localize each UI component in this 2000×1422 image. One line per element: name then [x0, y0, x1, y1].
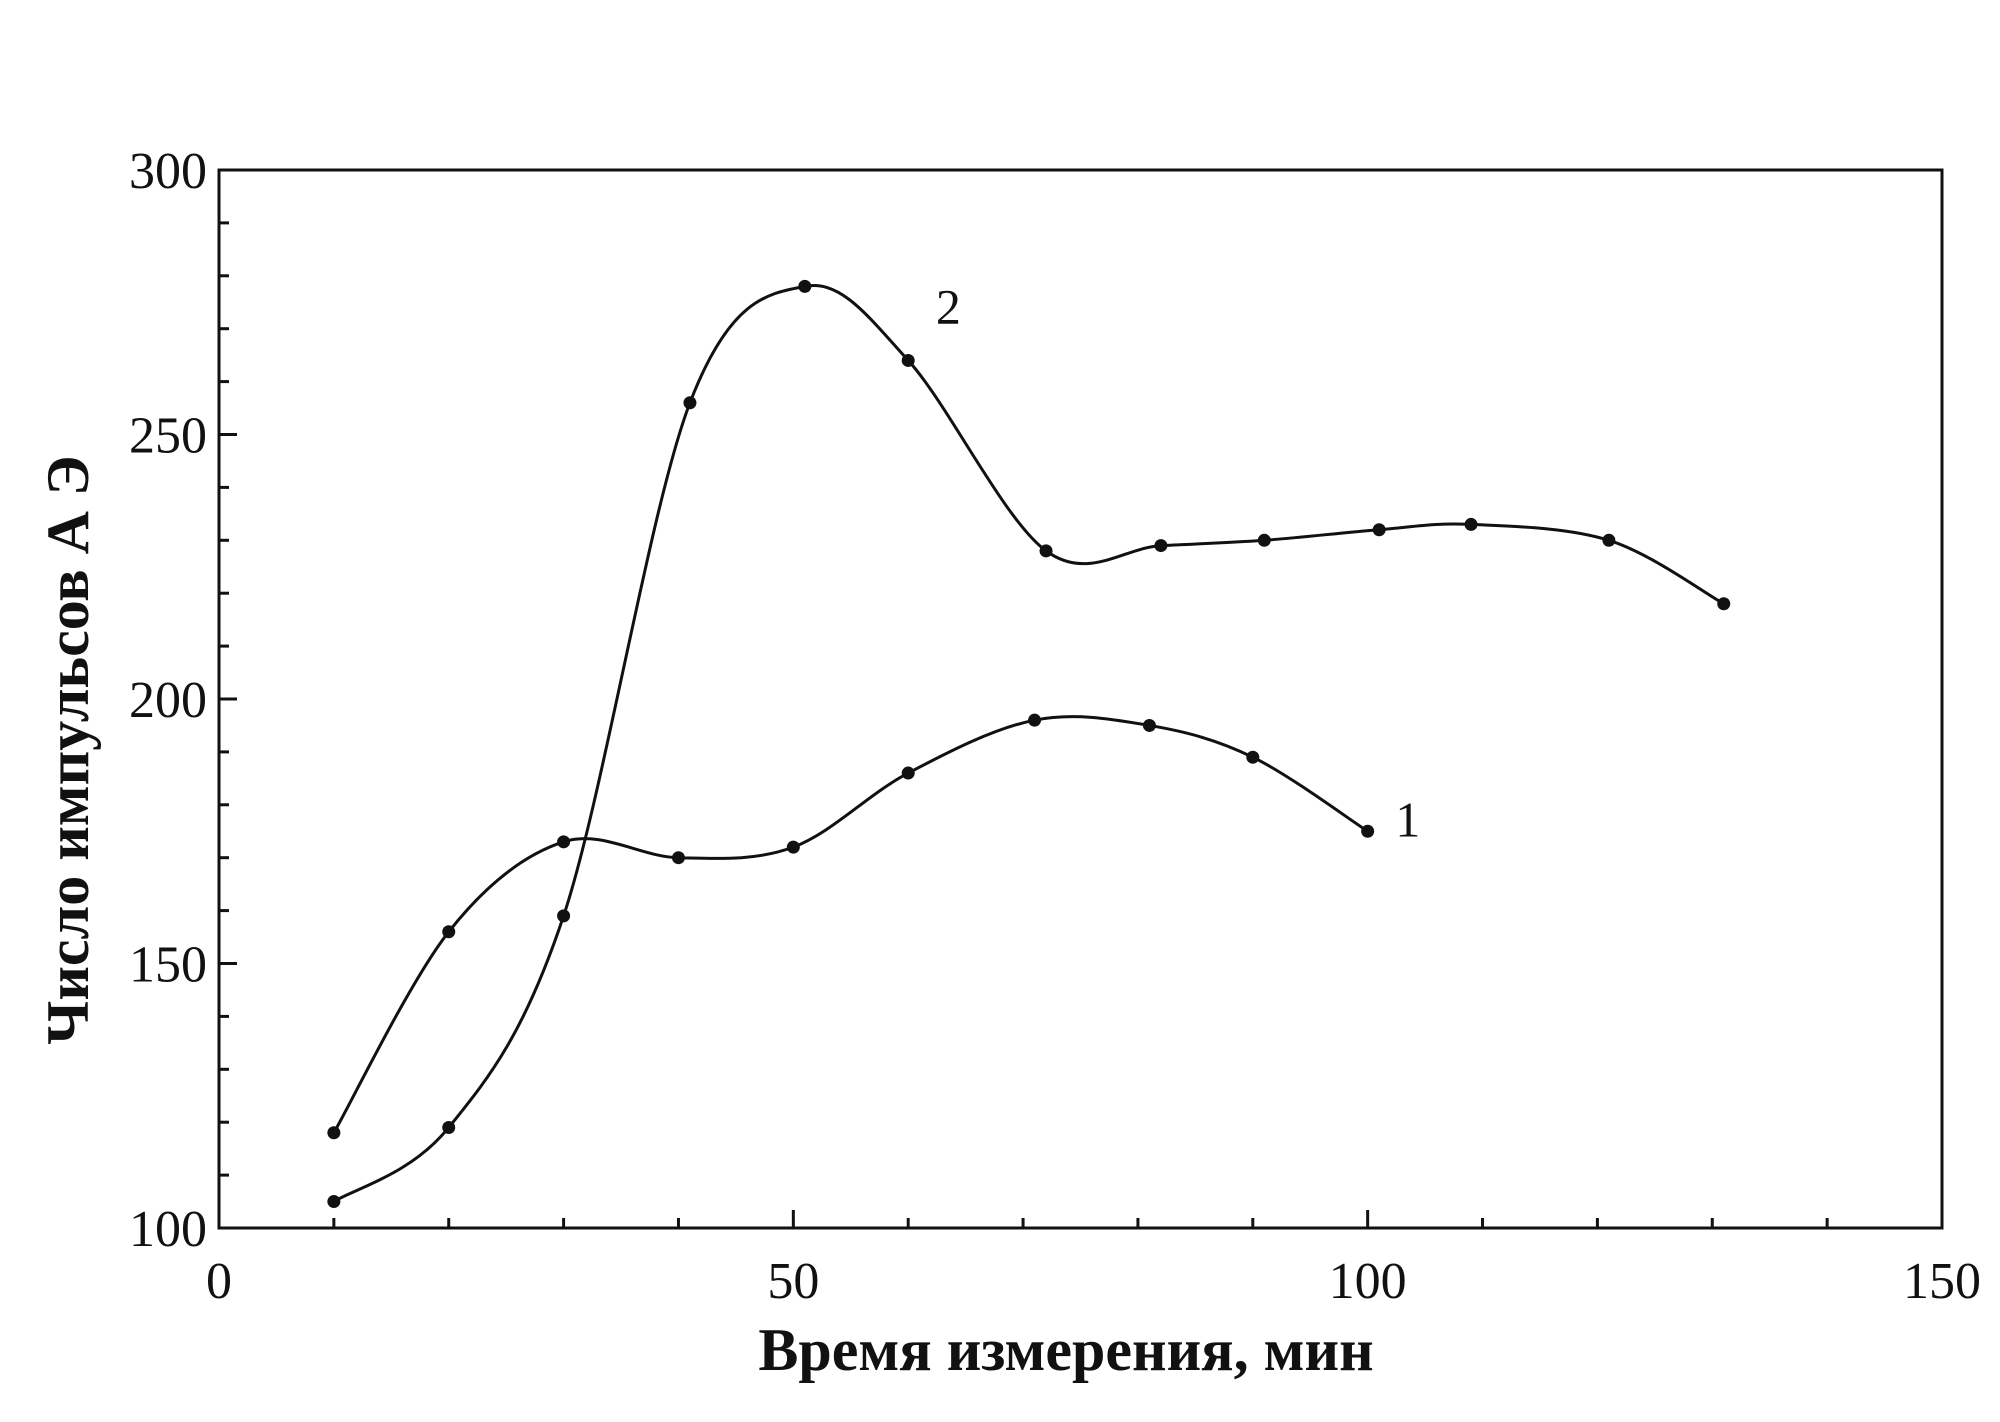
- series-2-label: 2: [936, 278, 961, 334]
- series-2-point: [901, 353, 915, 367]
- series-1-point: [1142, 718, 1156, 732]
- series-1-point: [557, 835, 571, 849]
- series-2-point: [1602, 533, 1616, 547]
- x-tick-label: 100: [1329, 1253, 1407, 1310]
- series-1-point: [1246, 750, 1260, 764]
- y-tick-labels: 100 150 200 250 300: [129, 143, 207, 1258]
- series-2-point: [442, 1120, 456, 1134]
- x-axis: [217, 1210, 1944, 1228]
- series-2-point: [1464, 517, 1478, 531]
- plot-frame: [217, 168, 1944, 1230]
- series-layer: 12: [327, 278, 1731, 1209]
- series-2-point: [1039, 544, 1053, 558]
- series-1-point: [671, 851, 685, 865]
- series-2-line: [333, 284, 1725, 1203]
- y-tick-label: 200: [129, 672, 207, 729]
- series-2-point: [683, 396, 697, 410]
- y-axis-title: Число импульсов А Э: [35, 455, 101, 1044]
- y-tick-label: 250: [129, 408, 207, 465]
- series-2-point: [1372, 523, 1386, 537]
- series-1-point: [327, 1126, 341, 1140]
- x-axis-title: Время измерения, мин: [758, 1317, 1373, 1383]
- series-1-line: [332, 715, 1369, 1134]
- series-2-point: [327, 1195, 341, 1209]
- series-2-point: [1257, 533, 1271, 547]
- series-2-point: [1717, 597, 1731, 611]
- x-tick-label: 0: [206, 1253, 232, 1310]
- y-tick-label: 150: [129, 937, 207, 994]
- x-tick-label: 150: [1903, 1253, 1981, 1310]
- series-1-point: [786, 840, 800, 854]
- series-1-label: 1: [1395, 792, 1420, 848]
- series-2-point: [798, 279, 812, 293]
- y-axis: [219, 168, 237, 1230]
- series-1-point: [442, 925, 456, 939]
- series-1-point: [901, 766, 915, 780]
- series-2-point: [557, 909, 571, 923]
- series-2-point: [1154, 539, 1168, 553]
- x-tick-labels: 0 50 100 150: [206, 1253, 1981, 1310]
- x-tick-label: 50: [767, 1253, 819, 1310]
- y-tick-label: 300: [129, 143, 207, 200]
- y-tick-label: 100: [129, 1201, 207, 1258]
- series-1-point: [1361, 824, 1375, 838]
- series-1-point: [1028, 713, 1042, 727]
